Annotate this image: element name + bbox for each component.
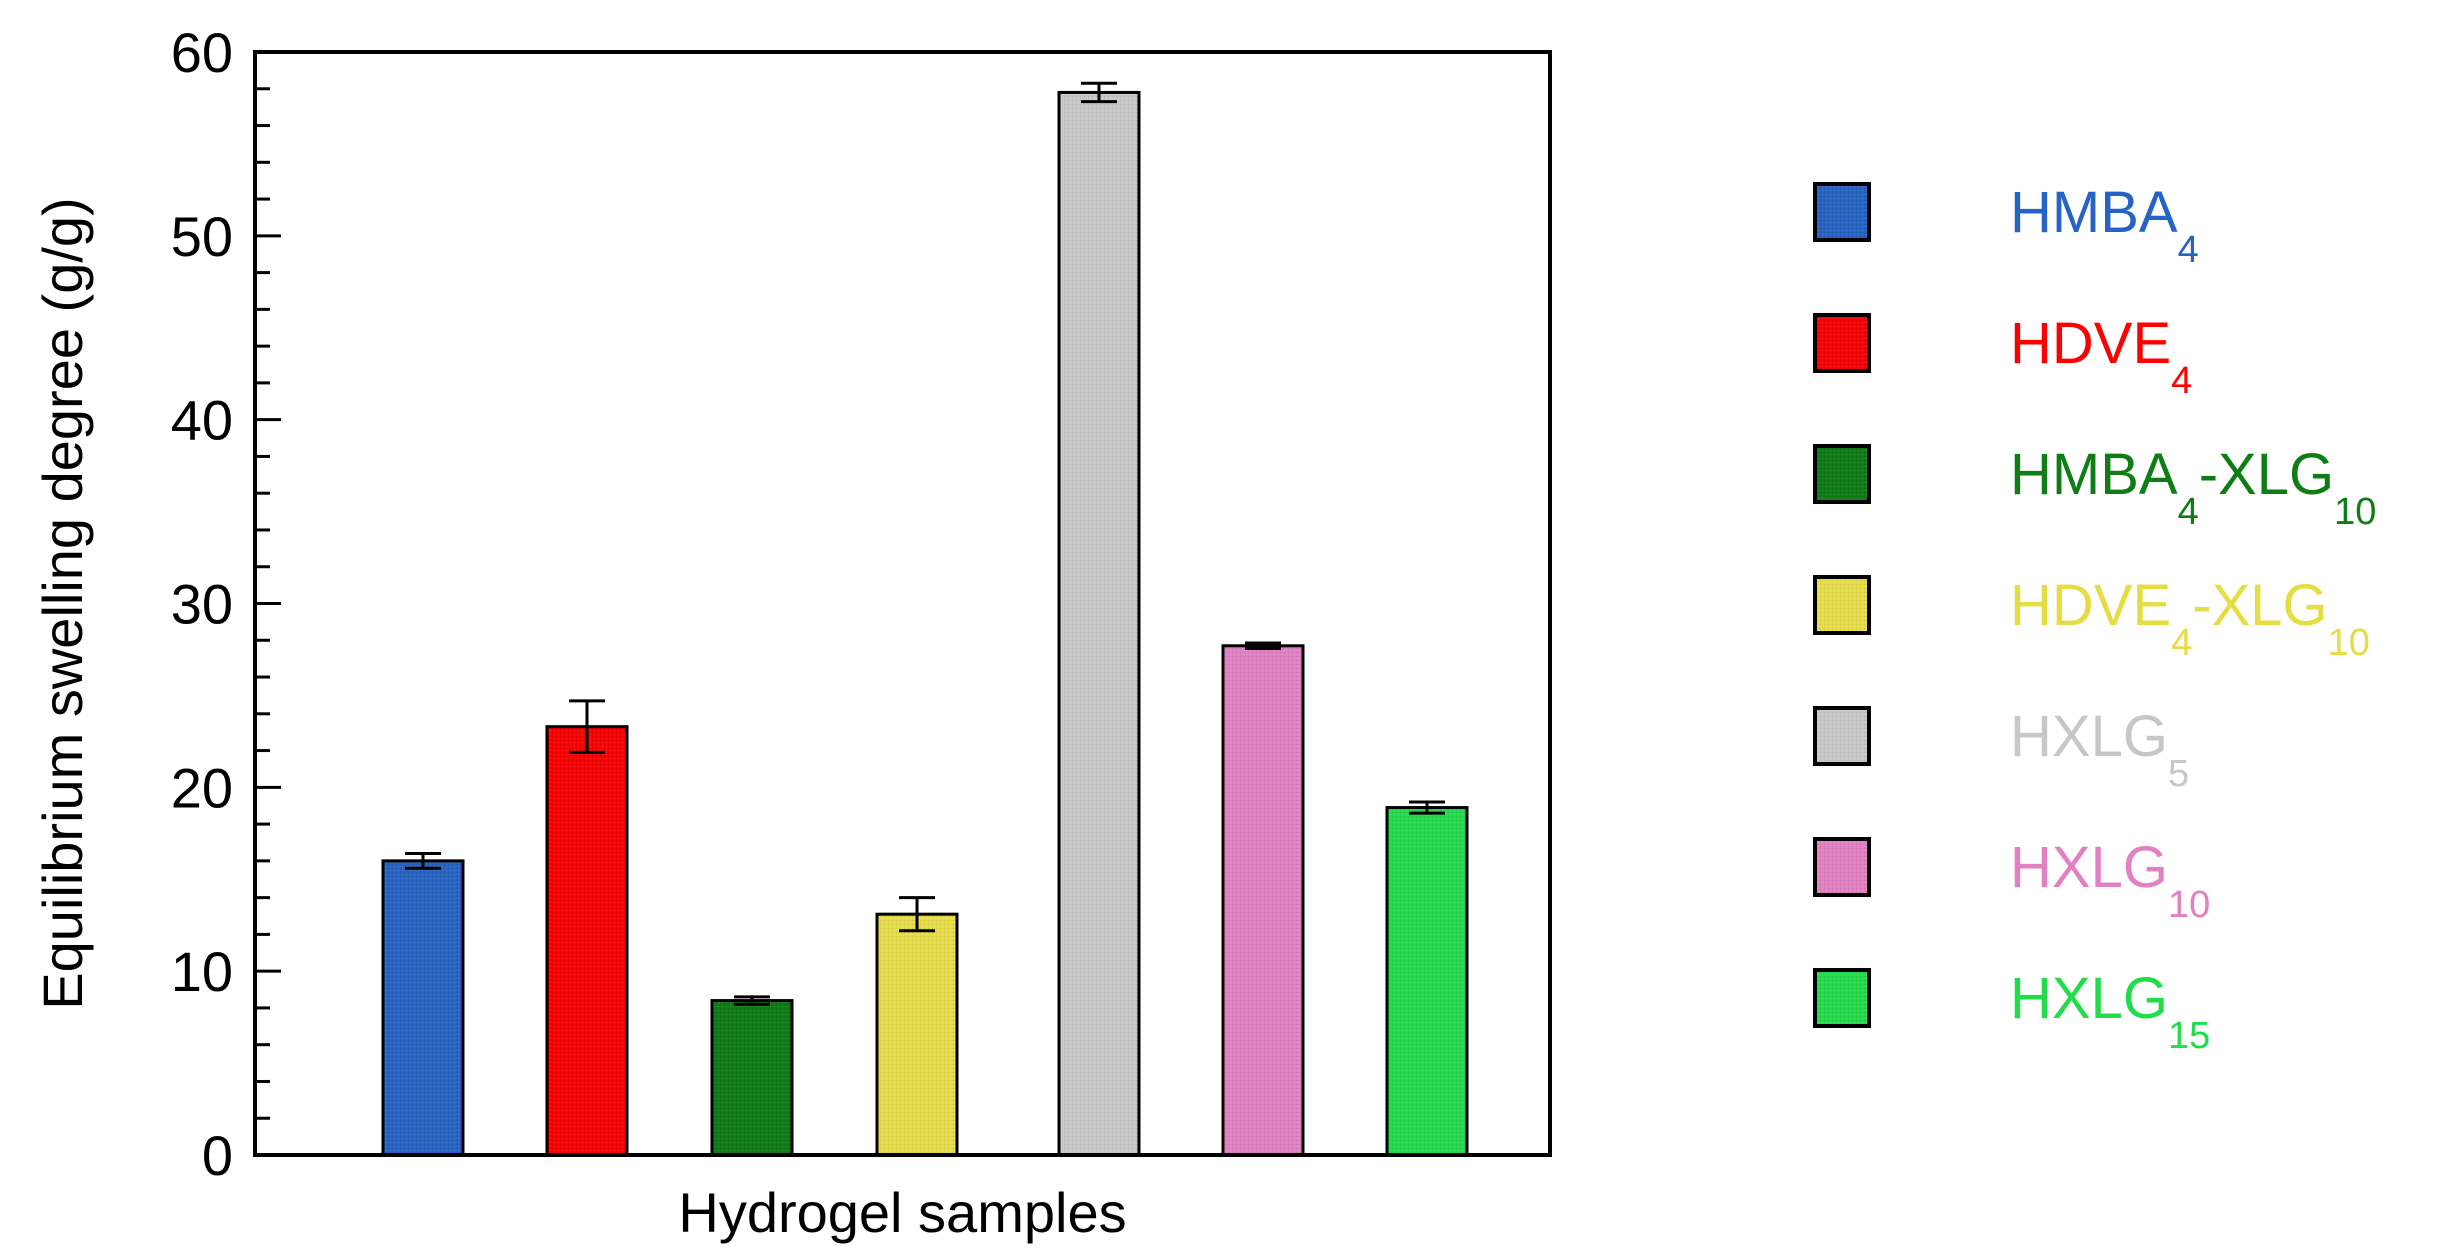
bar (710, 999, 794, 1157)
legend-label: HXLG15 (2010, 966, 2210, 1057)
legend-label: HXLG5 (2010, 704, 2189, 795)
legend-item: HXLG15 (1813, 966, 2210, 1057)
legend-label-subscript: 15 (2168, 1015, 2210, 1057)
legend-label-main: HXLG (2010, 835, 2168, 900)
y-tick-label: 10 (171, 940, 233, 1003)
legend-swatch (1813, 706, 1871, 766)
legend-label-main: HDVE (2010, 311, 2171, 376)
legend-item: HXLG5 (1813, 704, 2189, 795)
legend-label-main: HXLG (2010, 704, 2168, 769)
bar (545, 725, 629, 1157)
legend-swatch (1813, 313, 1871, 373)
y-tick-label: 60 (171, 21, 233, 84)
y-tick-label: 40 (171, 389, 233, 452)
legend-label: HDVE4-XLG10 (2010, 573, 2370, 664)
legend-label-subscript: 4 (2171, 622, 2192, 664)
legend-label-suffix: -XLG (2199, 442, 2334, 507)
legend-label-main: HMBA (2010, 442, 2178, 507)
bar (381, 859, 465, 1157)
legend-label-subscript: 4 (2171, 360, 2192, 402)
legend-swatch (1813, 444, 1871, 504)
axes: 0 10 20 30 40 50 60 (171, 21, 1552, 1187)
bar (1057, 90, 1141, 1157)
legend-label-subscript: 10 (2334, 491, 2376, 533)
legend-label-subscript: 4 (2178, 491, 2199, 533)
legend-item: HDVE4 (1813, 311, 2192, 402)
legend-label-subscript: 4 (2178, 229, 2199, 271)
legend-swatch (1813, 182, 1871, 242)
legend-swatch (1813, 968, 1871, 1028)
legend-label-subscript: 5 (2168, 753, 2189, 795)
legend-item: HXLG10 (1813, 835, 2210, 926)
legend-label-main: HMBA (2010, 180, 2178, 245)
legend-label-suffix: -XLG (2192, 573, 2327, 638)
legend-item: HMBA4 (1813, 180, 2199, 271)
bar (875, 912, 959, 1157)
legend-label: HMBA4 (2010, 180, 2199, 271)
y-tick-label: 20 (171, 756, 233, 819)
legend: HMBA4HDVE4HMBA4-XLG10HDVE4-XLG10HXLG5HXL… (1813, 180, 2376, 1057)
legend-item: HDVE4-XLG10 (1813, 573, 2370, 664)
legend-label-subscript: 10 (2328, 622, 2370, 664)
y-tick-label: 50 (171, 205, 233, 268)
y-tick-label: 30 (171, 573, 233, 636)
legend-label-main: HXLG (2010, 966, 2168, 1031)
legend-label: HMBA4-XLG10 (2010, 442, 2376, 533)
legend-swatch (1813, 837, 1871, 897)
legend-item: HMBA4-XLG10 (1813, 442, 2376, 533)
bar (1221, 644, 1305, 1157)
legend-label: HXLG10 (2010, 835, 2210, 926)
legend-label: HDVE4 (2010, 311, 2192, 402)
legend-label-subscript: 10 (2168, 884, 2210, 926)
legend-label-main: HDVE (2010, 573, 2171, 638)
y-tick-label: 0 (202, 1124, 233, 1187)
legend-swatch (1813, 575, 1871, 635)
x-axis-title: Hydrogel samples (678, 1181, 1126, 1244)
bar (1385, 806, 1469, 1157)
plot-area (381, 81, 1469, 1157)
y-axis-title: Equilibrium swelling degree (g/g) (31, 197, 94, 1009)
